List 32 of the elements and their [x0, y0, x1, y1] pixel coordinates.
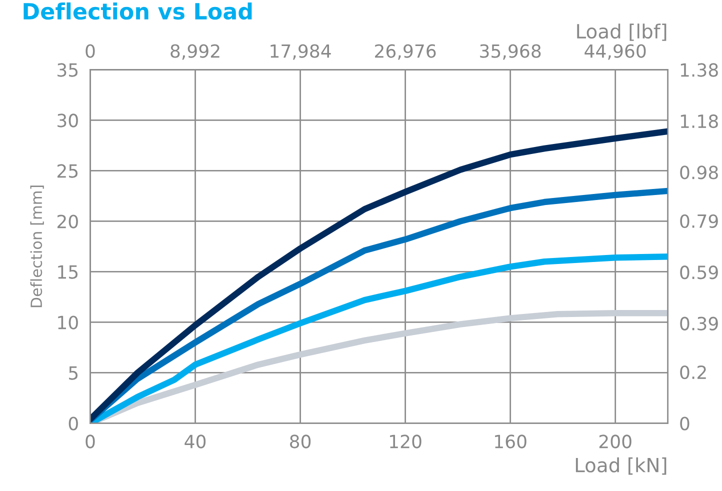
x-tick-label: 40 — [184, 434, 206, 448]
x-axis-title: Load [kN] — [576, 457, 666, 475]
y2-tick-label: 0 — [680, 416, 690, 430]
y-tick-label: 0 — [68, 416, 78, 430]
y2-tick-label: 0.79 — [680, 214, 718, 228]
x2-tick-label: 0 — [86, 44, 95, 58]
y2-tick-label: 0.2 — [680, 365, 706, 380]
x-tick-label: 80 — [290, 434, 311, 448]
x2-tick-label: 35,968 — [480, 44, 541, 60]
x-tick-label: 120 — [390, 434, 422, 448]
y-tick-label: 35 — [58, 63, 78, 77]
y-tick-label: 10 — [58, 316, 78, 330]
x2-tick-label: 26,976 — [375, 44, 436, 60]
y2-tick-label: 0.59 — [680, 266, 718, 280]
y-tick-label: 5 — [69, 366, 78, 380]
x-tick-label: 0 — [86, 434, 95, 448]
chart-title: Deflection vs Load — [24, 2, 252, 20]
y2-tick-label: 0.39 — [680, 316, 718, 330]
x2-tick-label: 17,984 — [270, 44, 331, 60]
y-axis-title: Deflection [mm] — [30, 186, 44, 308]
y-tick-label: 15 — [58, 265, 78, 279]
x2-axis-title: Load [lbf] — [577, 24, 666, 41]
y2-tick-label: 0.98 — [680, 166, 718, 180]
y-tick-label: 25 — [57, 164, 78, 178]
y-tick-label: 30 — [58, 114, 78, 128]
y2-tick-label: 1.18 — [680, 114, 718, 128]
x-tick-label: 160 — [495, 434, 526, 448]
x2-tick-label: 44,960 — [584, 44, 646, 60]
y-tick-label: 20 — [57, 214, 78, 228]
x-tick-label: 200 — [599, 434, 632, 448]
y2-tick-label: 1.38 — [680, 63, 718, 77]
x2-tick-label: 8,992 — [170, 44, 220, 60]
